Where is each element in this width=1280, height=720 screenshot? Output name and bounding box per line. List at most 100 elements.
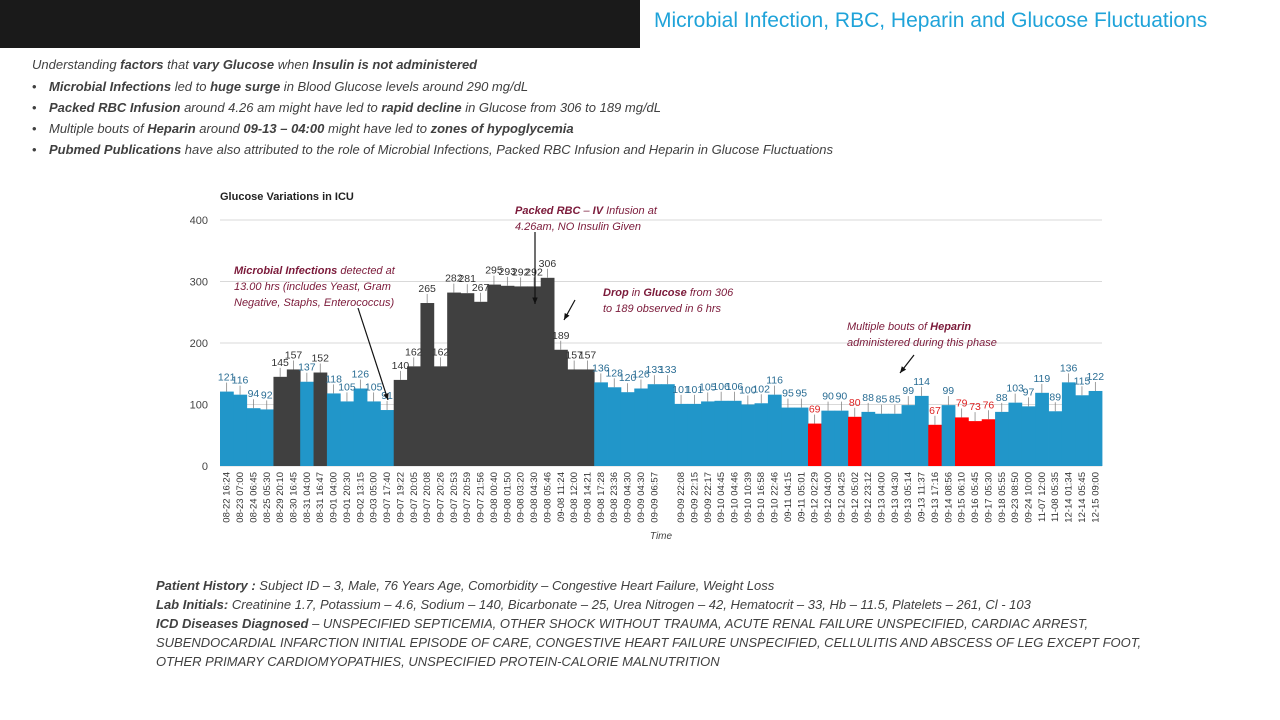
x-tick-label: 12-15 09:00 xyxy=(1090,472,1101,523)
annotation-microbial: 13.00 hrs (includes Yeast, Gram xyxy=(234,281,391,293)
intro-run: Understanding xyxy=(32,57,121,72)
x-tick-label: 08-31 04:00 xyxy=(302,472,313,523)
bar xyxy=(326,393,341,466)
bar xyxy=(407,366,421,466)
bullet-item: • Microbial Infections led to huge surge … xyxy=(32,76,833,97)
data-label: 76 xyxy=(983,399,995,411)
bar xyxy=(647,384,662,466)
data-label: 79 xyxy=(956,397,968,409)
bar xyxy=(233,394,248,466)
bullet-run: huge surge xyxy=(210,79,281,94)
data-label: 101 xyxy=(686,384,704,396)
annotation-run: to 189 observed in 6 hrs xyxy=(603,303,722,315)
x-tick-label: 09-16 05:45 xyxy=(970,472,981,523)
bar xyxy=(273,376,288,466)
bar xyxy=(580,369,595,466)
x-tick-label: 09-13 17:16 xyxy=(930,472,941,523)
x-tick-label: 09-10 04:45 xyxy=(716,472,727,523)
x-tick-label: 11-07 12:00 xyxy=(1037,472,1048,522)
data-label: 118 xyxy=(325,373,342,385)
x-tick-label: 09-12 05:02 xyxy=(850,472,861,523)
bullet-dot: • xyxy=(32,79,37,94)
annotation-run: 13.00 hrs (includes Yeast, Gram xyxy=(234,281,391,293)
x-tick-label: 09-13 05:14 xyxy=(903,472,914,523)
data-label: 293 xyxy=(499,266,517,278)
data-label: 152 xyxy=(311,353,329,365)
data-label: 136 xyxy=(592,362,610,374)
bullet-run: in Glucose from 306 to 189 mg/dL xyxy=(461,100,662,115)
intro-run: factors xyxy=(120,57,164,72)
x-tick-label: 09-12 04:25 xyxy=(836,472,847,523)
bar xyxy=(433,366,448,466)
x-tick-label: 09-01 20:30 xyxy=(342,472,353,523)
bar xyxy=(260,409,274,466)
y-tick-label: 100 xyxy=(190,400,208,412)
bar xyxy=(781,407,796,466)
annotation-microbial: Negative, Staphs, Enterococcus) xyxy=(234,297,395,309)
x-tick-label: 09-09 22:17 xyxy=(703,472,714,523)
data-label: 89 xyxy=(1049,391,1061,403)
x-tick-label: 09-10 10:39 xyxy=(743,472,754,523)
data-label: 121 xyxy=(218,372,236,384)
y-tick-label: 400 xyxy=(190,215,208,227)
bar xyxy=(620,392,635,466)
bar xyxy=(447,292,461,466)
bar xyxy=(540,277,555,466)
bar xyxy=(661,384,675,466)
x-tick-label: 08-24 06:45 xyxy=(248,472,259,523)
bullet-item: • Multiple bouts of Heparin around 09-13 … xyxy=(32,118,833,139)
data-label: 265 xyxy=(418,283,436,295)
annotation-run: Negative, Staphs, Enterococcus) xyxy=(234,297,395,309)
bar xyxy=(767,394,782,466)
x-axis-label: Time xyxy=(650,531,673,542)
bar xyxy=(634,388,649,466)
x-tick-label: 09-13 11:37 xyxy=(917,472,928,522)
data-label: 133 xyxy=(659,364,677,376)
x-tick-label: 09-07 17:40 xyxy=(382,472,393,523)
data-label: 95 xyxy=(782,388,794,400)
data-label: 116 xyxy=(766,375,783,387)
y-tick-label: 0 xyxy=(202,461,208,473)
bar xyxy=(514,286,528,466)
data-label: 90 xyxy=(822,391,834,403)
intro-run: when xyxy=(274,57,313,72)
data-label: 157 xyxy=(285,349,303,361)
history-label: Patient History : xyxy=(156,578,256,593)
y-tick-label: 200 xyxy=(190,338,208,350)
bar xyxy=(821,410,836,466)
bar xyxy=(460,293,475,466)
bullet-item: • Pubmed Publications have also attribute… xyxy=(32,139,833,160)
bullet-dot: • xyxy=(32,100,37,115)
data-label: 133 xyxy=(646,364,664,376)
data-label: 281 xyxy=(458,273,476,285)
bullet-run: led to xyxy=(171,79,211,94)
data-label: 105 xyxy=(365,381,383,393)
data-label: 92 xyxy=(261,389,273,401)
data-label: 105 xyxy=(338,381,356,393)
annotation-run: – xyxy=(580,205,592,217)
data-label: 105 xyxy=(699,381,717,393)
x-tick-label: 09-08 14:21 xyxy=(583,472,594,523)
history-text: Subject ID – 3, Male, 76 Years Age, Como… xyxy=(255,578,775,593)
annotation-run: Packed RBC xyxy=(515,205,581,217)
data-label: 162 xyxy=(405,346,423,358)
data-label: 292 xyxy=(512,266,530,278)
bar xyxy=(941,405,956,466)
bullet-run: 09-13 – 04:00 xyxy=(243,121,325,136)
data-label: 119 xyxy=(1033,373,1050,385)
data-label: 157 xyxy=(579,349,597,361)
x-tick-label: 09-08 01:50 xyxy=(502,472,513,523)
intro-run: vary Glucose xyxy=(192,57,275,72)
patient-notes: Patient History : Subject ID – 3, Male, … xyxy=(156,576,1156,671)
data-label: 73 xyxy=(969,401,981,413)
data-label: 99 xyxy=(902,385,914,397)
x-tick-label: 09-07 20:26 xyxy=(436,472,447,523)
data-label: 88 xyxy=(996,392,1008,404)
icd-text-2: SUBENDOCARDIAL INFARCTION INITIAL EPISOD… xyxy=(156,635,1142,650)
patient-history: Patient History : Subject ID – 3, Male, … xyxy=(156,576,1156,595)
bar xyxy=(393,379,408,466)
bullet-item: • Packed RBC Infusion around 4.26 am migh… xyxy=(32,97,833,118)
x-tick-label: 09-14 08:56 xyxy=(943,472,954,523)
x-tick-label: 09-07 20:59 xyxy=(462,472,473,523)
annotation-arrow-heparin-head xyxy=(900,366,907,373)
